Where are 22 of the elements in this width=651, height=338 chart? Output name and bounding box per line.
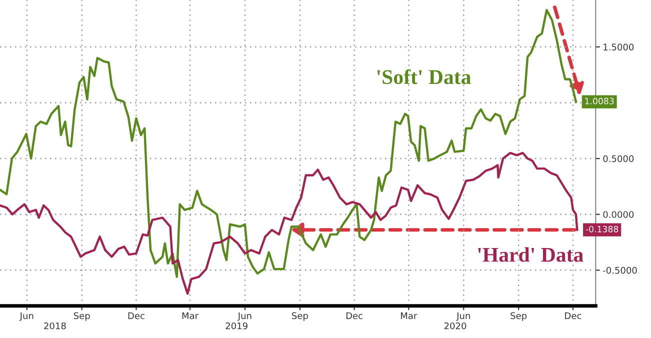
x-tick-label: Sep: [510, 312, 527, 321]
y-tick-label: 0.5000: [603, 155, 634, 162]
x2-tick-label: 2020: [444, 322, 466, 330]
x2-tick-label: 2019: [226, 322, 248, 330]
x-tick-label: Jun: [456, 312, 470, 321]
x-tick-label: Jun: [237, 312, 252, 321]
data-label: 1.0083: [585, 98, 614, 104]
x-tick-label: Dec: [565, 312, 582, 320]
data-label: -0.1388: [586, 226, 618, 232]
x-tick-label: Dec: [128, 312, 144, 320]
x-tick-label: Sep: [292, 312, 308, 321]
x-tick-label: Mar: [182, 312, 199, 320]
x-tick-label: Sep: [74, 312, 90, 321]
series-label: 'Soft' Data: [377, 69, 471, 84]
x-tick-label: Mar: [401, 312, 418, 320]
y-tick-label: -0.5000: [603, 266, 637, 274]
x-tick-label: Dec: [346, 312, 362, 320]
legend-label: 'Hard' Data: [478, 247, 584, 262]
x2-tick-label: 2018: [44, 322, 66, 330]
x-tick-label: Jun: [19, 312, 34, 321]
y-tick-label: 0.0000: [603, 211, 634, 218]
y-tick-label: 1.5000: [604, 44, 634, 50]
